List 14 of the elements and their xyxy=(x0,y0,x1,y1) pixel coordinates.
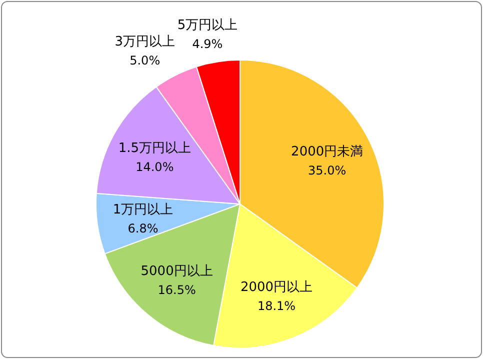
slice-label: 1.5万円以上 xyxy=(118,141,191,156)
data-label: 16.5% xyxy=(158,282,196,297)
slice-label: 1万円以上 xyxy=(112,202,174,218)
data-label: 4.9% xyxy=(192,37,223,52)
slice-label: 5万円以上 xyxy=(177,18,238,34)
slice-label: 2000円以上 xyxy=(240,280,313,295)
data-label: 18.1% xyxy=(257,298,296,313)
data-label: 14.0% xyxy=(136,160,174,174)
data-label: 5.0% xyxy=(130,53,160,68)
data-label: 35.0% xyxy=(308,163,346,178)
slice-label: 5000円以上 xyxy=(140,264,213,279)
slice-label: 2000円未満 xyxy=(291,144,364,160)
slice-label: 3万円以上 xyxy=(114,34,175,50)
data-label: 6.8% xyxy=(128,222,158,236)
